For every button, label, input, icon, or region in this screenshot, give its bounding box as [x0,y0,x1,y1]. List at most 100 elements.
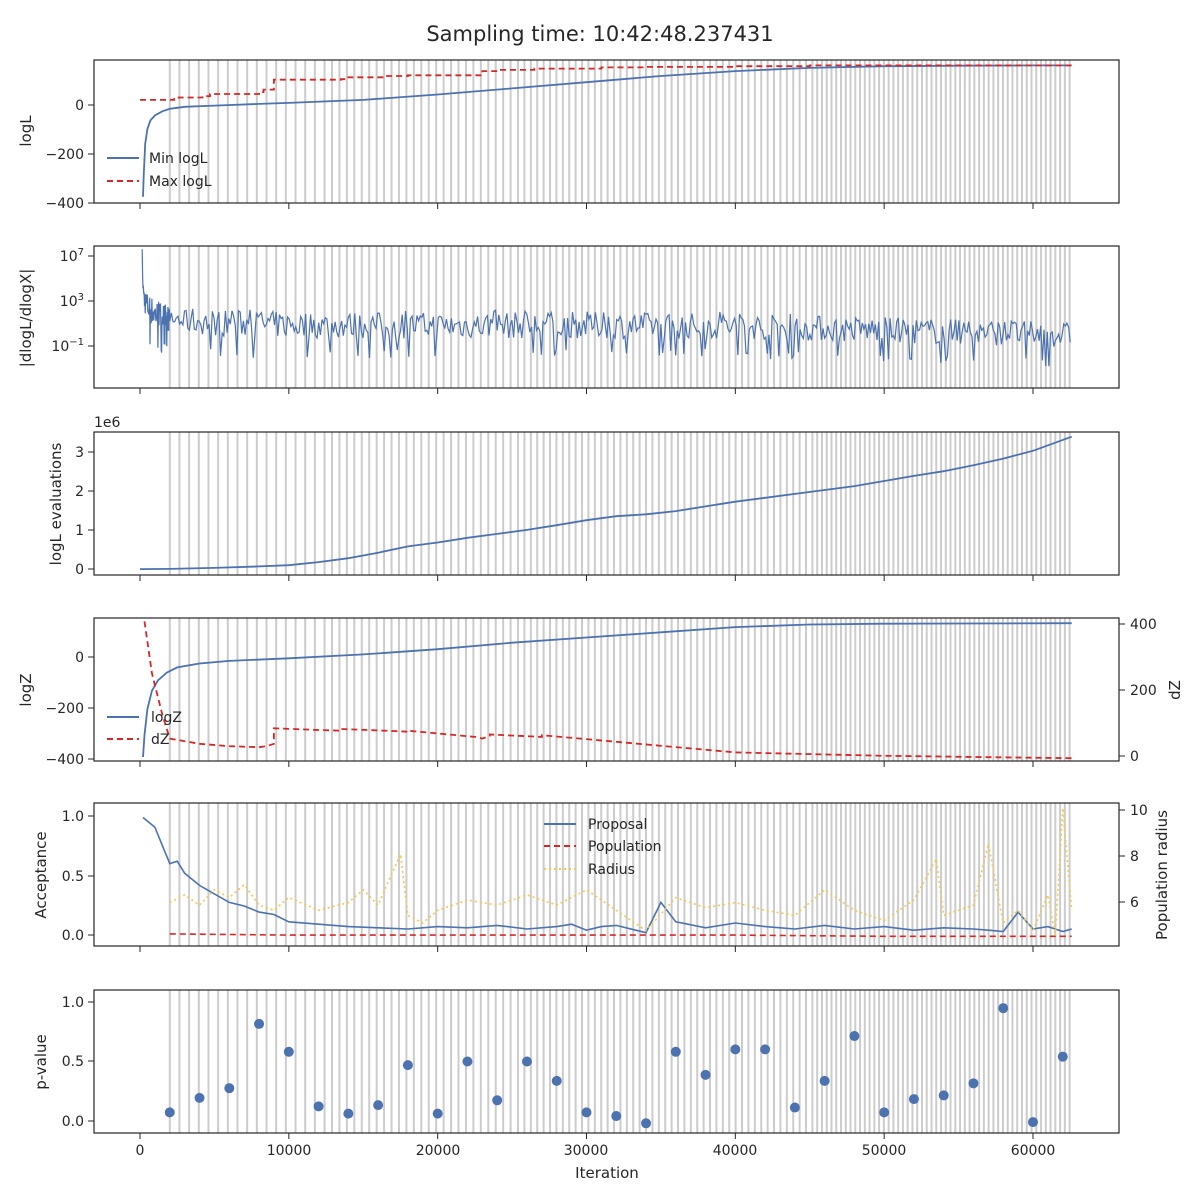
pvalue-point [224,1083,235,1094]
series-line-evaluations [139,435,1073,570]
p4-ylabel: logZ [17,673,35,706]
xtick-label: 0 [136,1143,145,1159]
pvalue-point [908,1094,919,1105]
pvalue-point [581,1107,592,1118]
p5-ytick-label: 0.5 [62,869,84,885]
x-axis-ticks [139,203,1034,1139]
panel-nevals: 1e6 0 1 2 3 logL evaluations [47,415,1120,578]
p6-ytick-label: 0.5 [62,1054,84,1070]
p1-vertical-lines [168,60,1071,203]
pvalue-point [789,1102,800,1113]
p5-ylabel: Acceptance [32,831,50,918]
p5-ylabel2: Population radius [1153,810,1171,940]
pvalue-point [670,1046,681,1057]
p4-vertical-lines [168,618,1071,761]
p3-marks [139,435,1073,570]
p5-y2ticks: 10 8 6 [1119,803,1148,911]
p6-vertical-lines [168,990,1071,1133]
series-line-logz [142,622,1072,758]
pvalue-point [402,1060,413,1071]
xtick-label: 60000 [1011,1143,1056,1159]
xtick-label: 10000 [267,1143,312,1159]
p4-yticks: 0 −200 −400 [46,650,94,768]
pvalue-point [313,1101,324,1112]
pvalue-point [700,1069,711,1080]
pvalue-point [641,1118,652,1129]
pvalue-point [998,1003,1009,1014]
pvalue-point [432,1108,443,1119]
p5-legend-proposal: Proposal [588,817,647,833]
p3-ytick-label: 2 [75,484,84,500]
p2-ytick-label: 103 [60,292,84,310]
p2-frame [93,245,1120,389]
panel-logZ: 0 −200 −400 400 200 0 logZ dZ logZ dZ [17,617,1184,768]
pvalue-point [462,1056,473,1067]
series-line-min-logl [142,64,1072,197]
pvalue-point [283,1046,294,1057]
pvalue-point [164,1107,175,1118]
series-line-dlogl [141,249,1071,367]
x-axis-label: Iteration [575,1164,639,1182]
xtick-label: 30000 [564,1143,609,1159]
x-axis-tick-labels: 0 10000 20000 30000 40000 50000 60000 [136,1143,1056,1159]
p1-ytick-label: −200 [46,147,84,163]
series-line-max-logl [140,64,1072,101]
p4-y2tick-label: 200 [1130,683,1157,699]
series-line-radius [169,808,1073,936]
pvalue-point [194,1092,205,1103]
pvalue-point [760,1044,771,1055]
p3-ylabel: logL evaluations [47,442,65,565]
p1-legend-min: Min logL [149,151,208,167]
p6-yticks: 1.0 0.5 0.0 [62,995,94,1130]
p4-marks [142,621,1072,760]
pvalue-point [879,1107,890,1118]
p3-ytick-label: 3 [75,445,84,461]
series-line-dz [143,621,1072,760]
pvalue-point [521,1056,532,1067]
p5-vertical-lines [168,803,1071,946]
xtick-label: 50000 [862,1143,907,1159]
p1-ylabel: logL [17,115,35,147]
p5-legend-population: Population [588,839,662,855]
p3-ytick-label: 1 [75,523,84,539]
pvalue-point [373,1100,384,1111]
p4-legend-dZ: dZ [151,732,169,748]
pvalue-point [968,1078,979,1089]
p1-ytick-label: −400 [46,196,84,212]
figure-title: Sampling time: 10:42:48.237431 [426,22,773,46]
p6-ytick-label: 0.0 [62,1114,84,1130]
panel-pvalue: 1.0 0.5 0.0 p-value [32,989,1120,1134]
p5-marks [142,808,1073,938]
p1-legend-max: Max logL [149,174,212,190]
xtick-label: 40000 [713,1143,758,1159]
pvalue-point [343,1108,354,1119]
p5-frame [93,802,1120,947]
pvalue-point [819,1075,830,1086]
p5-legend: Proposal Population Radius [544,817,662,878]
p1-legend: Min logL Max logL [107,151,212,190]
panel-logL: 0 −200 −400 logL Min logL Max logL [17,59,1120,212]
pvalue-point [551,1075,562,1086]
p5-ytick-label: 1.0 [62,809,84,825]
p2-marks [141,249,1071,367]
p2-ytick-label: 107 [60,247,84,265]
pvalue-point [1028,1117,1038,1128]
p2-ylabel: |dlogL/dlogX| [17,269,35,368]
xtick-label: 20000 [416,1143,461,1159]
p4-ytick-label: 0 [75,650,84,666]
p4-legend: logZ dZ [107,710,182,748]
p5-y2tick-label: 8 [1130,849,1139,865]
pvalue-point [254,1018,265,1029]
p5-yticks: 1.0 0.5 0.0 [62,809,94,944]
p2-yticks: 107 103 10−1 [51,247,94,355]
pvalue-point [611,1111,622,1122]
p1-yticks: 0 −200 −400 [46,98,94,212]
pvalue-point [1057,1051,1068,1062]
series-line-proposal [142,816,1072,934]
p6-marks [164,1003,1068,1129]
p4-ytick-label: −200 [46,701,84,717]
p5-ytick-label: 0.0 [62,928,84,944]
p1-ytick-label: 0 [75,98,84,114]
panel-dlogL: 107 103 10−1 |dlogL/dlogX| [17,245,1120,389]
